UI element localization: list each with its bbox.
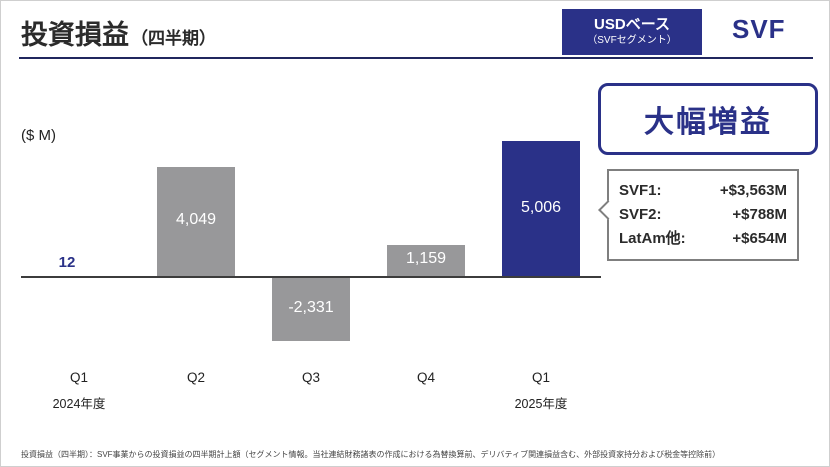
bar [502,141,580,276]
value-label: 12 [58,253,76,271]
breakdown-box: SVF1: +$3,563M SVF2: +$788M LatAm他: +$654M [598,169,799,261]
svf-logo: SVF [732,14,786,44]
breakdown-label: LatAm他: [619,230,686,247]
value-label: 4,049 [175,211,217,229]
x-tick-label: Q1 [69,370,88,385]
footnote: 投資損益（四半期）：SVF事業からの投資損益の四半期計上額（セグメント情報。当社… [21,450,721,459]
breakdown-value: +$3,563M [719,182,787,199]
x-tick-label: Q1 [531,370,550,385]
value-label: 5,006 [520,198,562,216]
callout-box: 大幅増益 [598,83,818,155]
x-axis-line [21,276,601,278]
x-tick-sublabel: 2024年度 [52,397,106,411]
title-underline [19,57,813,59]
value-label: 1,159 [405,250,447,268]
badge-line2: （SVFセグメント） [587,35,677,47]
x-tick-label: Q2 [186,370,205,385]
value-label: -2,331 [288,299,334,317]
y-axis-unit-label: ($ M) [21,127,56,144]
callout-text: 大幅増益 [644,106,772,139]
breakdown-value: +$788M [732,206,787,223]
x-tick-label: Q4 [416,370,435,385]
bar [272,278,350,341]
breakdown-label: SVF2: [619,206,662,223]
breakdown-value: +$654M [732,230,787,247]
x-tick-sublabel: 2025年度 [514,397,568,411]
bar [387,244,465,276]
bar [157,166,235,276]
breakdown-row: SVF2: +$788M [619,203,787,227]
title-suffix: （四半期） [131,29,216,48]
title-main: 投資損益 [21,20,129,50]
usd-base-badge: USDベース （SVFセグメント） [562,9,702,55]
breakdown-label: SVF1: [619,182,662,199]
page-title: 投資損益 （四半期） [21,13,216,52]
breakdown-row: LatAm他: +$654M [619,227,787,251]
breakdown-row: SVF1: +$3,563M [619,179,787,203]
badge-line1: USDベース [594,16,670,34]
x-tick-label: Q3 [301,370,320,385]
